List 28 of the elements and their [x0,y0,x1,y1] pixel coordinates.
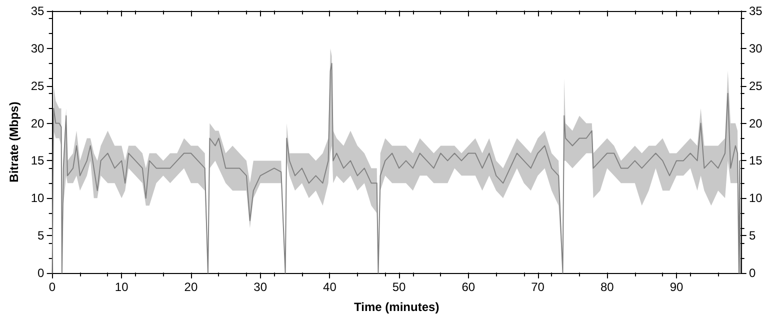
y2-tick-label: 20 [749,116,763,130]
x-tick-label: 80 [600,280,614,294]
y2-tick-label: 25 [749,78,763,93]
y-tick-label: 20 [30,116,45,130]
y2-tick-label: 15 [749,154,763,168]
x-tick-label: 50 [392,280,406,294]
y2-tick-label: 10 [749,191,763,206]
x-tick-label: 40 [323,280,337,294]
y-tick-label: 15 [30,154,45,168]
x-axis-title: Time (minutes) [354,300,440,314]
x-tick-label: 30 [254,280,268,294]
x-tick-label: 70 [531,280,545,294]
y2-tick-label: 30 [749,41,763,56]
x-tick-label: 0 [48,280,56,294]
y-axis-title: Bitrate (Mbps) [7,102,21,182]
x-tick-label: 20 [184,280,198,294]
x-tick-label: 90 [670,280,684,294]
x-tick-label: 10 [114,280,129,294]
y2-tick-label: 5 [749,228,756,243]
y2-tick-label: 35 [749,4,763,18]
y-tick-label: 25 [30,78,45,93]
y2-tick-label: 0 [749,266,756,280]
y-tick-label: 5 [38,228,45,243]
y-tick-label: 30 [30,41,45,56]
x-tick-label: 60 [462,280,476,294]
y-tick-label: 35 [30,4,45,18]
y-tick-label: 10 [30,191,45,206]
y-tick-label: 0 [38,266,45,280]
